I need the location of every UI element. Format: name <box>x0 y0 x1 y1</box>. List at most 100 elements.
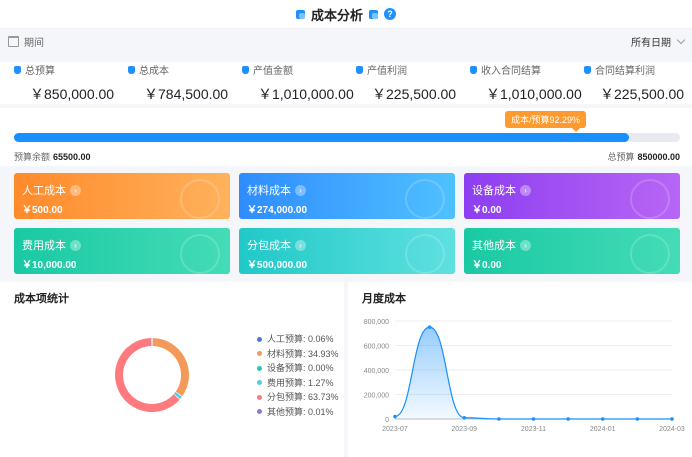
monthly-cost-area-chart: 0 200,000 400,000 600,000 800,000 2023-07 2023… <box>364 319 685 433</box>
budget-progress-fill <box>14 133 629 142</box>
x-tick-label: 2024-03 <box>659 426 685 433</box>
card-title: 其他成本 <box>472 240 516 252</box>
card-value: ￥274,000.00 <box>247 205 308 216</box>
chevron-right-icon: › <box>520 184 531 196</box>
card-title: 材料成本 <box>247 185 291 197</box>
legend-item[interactable]: 设备预算: 0.00% <box>257 361 339 376</box>
money-bag-icon <box>14 65 21 74</box>
data-point[interactable] <box>497 417 501 421</box>
equipment-cost-card[interactable]: 设备成本 › ￥0.00 <box>464 173 680 219</box>
legend-item[interactable]: 分包预算: 63.73% <box>257 390 339 405</box>
summary-label: 产值利润 <box>367 66 407 77</box>
title-decoration-icon <box>295 9 305 19</box>
budget-remaining: 预算余额 65500.00 <box>14 152 91 162</box>
data-point[interactable] <box>393 414 397 419</box>
legend-item[interactable]: 费用预算: 1.27% <box>257 376 339 391</box>
card-title: 设备成本 <box>472 185 516 197</box>
budget-total: 总预算 850000.00 <box>607 152 680 162</box>
legend-dot <box>257 351 262 357</box>
x-tick-label: 2024-01 <box>590 426 616 433</box>
card-watermark-icon <box>405 234 445 274</box>
money-bag-icon <box>356 65 363 74</box>
card-watermark-icon <box>630 179 670 219</box>
legend-label: 其他预算: 0.01% <box>267 406 334 417</box>
legend-dot <box>257 336 262 342</box>
calendar-icon <box>8 35 19 47</box>
y-tick-label: 600,000 <box>364 344 389 351</box>
data-point[interactable] <box>427 325 432 329</box>
area-fill <box>395 327 672 419</box>
chevron-right-icon: › <box>70 184 81 196</box>
summary-total-budget: 总预算 ￥850,000.00 <box>0 62 114 104</box>
legend-label: 分包预算: 63.73% <box>267 392 339 402</box>
date-range-select[interactable]: 所有日期 <box>631 34 686 49</box>
data-point[interactable] <box>670 417 674 421</box>
filter-bar: 期间 所有日期 <box>8 31 686 51</box>
card-title: 费用成本 <box>22 240 66 252</box>
header-bar: 成本分析 ? <box>0 0 692 29</box>
budget-progress-panel: 成本/预算92.29% 预算余额 65500.00 总预算 850000.00 <box>0 108 692 166</box>
legend-dot <box>257 394 262 400</box>
donut-slice-2[interactable] <box>152 338 189 397</box>
card-title: 人工成本 <box>22 185 66 197</box>
expense-cost-card[interactable]: 费用成本 › ￥10,000.00 <box>14 228 230 274</box>
legend-label: 费用预算: 1.27% <box>267 377 334 388</box>
data-point[interactable] <box>462 415 467 420</box>
data-point[interactable] <box>600 417 605 421</box>
card-value: ￥10,000.00 <box>22 260 77 271</box>
legend-dot <box>257 380 262 386</box>
chevron-down-icon <box>676 35 686 44</box>
monthly-cost-title: 月度成本 <box>362 293 406 305</box>
legend-label: 人工预算: 0.06% <box>267 334 334 344</box>
card-value: ￥500,000.00 <box>247 260 308 271</box>
data-point[interactable] <box>531 417 536 421</box>
chevron-right-icon: › <box>295 239 306 251</box>
labor-cost-card[interactable]: 人工成本 › ￥500.00 <box>14 173 230 219</box>
card-value: ￥0.00 <box>472 205 502 216</box>
question-circle-icon[interactable]: ? <box>384 8 396 20</box>
card-watermark-icon <box>180 179 220 219</box>
card-title: 分包成本 <box>247 240 291 252</box>
summary-label: 产值金额 <box>253 66 293 77</box>
chevron-right-icon: › <box>295 184 306 196</box>
legend-dot <box>257 409 262 415</box>
summary-income-settlement: 收入合同结算 ￥1,010,000.00 <box>456 62 582 104</box>
page-title: 成本分析 <box>310 7 363 23</box>
cost-stats-legend: 人工预算: 0.06% 材料预算: 34.93% 设备预算: 0.00% 费用预算: … <box>257 332 339 419</box>
legend-item[interactable]: 其他预算: 0.01% <box>257 405 339 420</box>
cost-budget-ratio-badge: 成本/预算92.29% <box>505 111 587 132</box>
data-point[interactable] <box>635 417 640 421</box>
card-watermark-icon <box>180 234 220 274</box>
material-cost-card[interactable]: 材料成本 › ￥274,000.00 <box>239 173 455 219</box>
chevron-right-icon: › <box>70 239 81 251</box>
donut-slice-5[interactable] <box>115 338 180 412</box>
data-point[interactable] <box>566 417 570 421</box>
summary-output-amount: 产值金额 ￥1,010,000.00 <box>228 62 354 104</box>
y-tick-label: 200,000 <box>364 393 389 400</box>
period-label: 期间 <box>24 37 44 49</box>
summary-value: ￥1,010,000.00 <box>486 86 582 102</box>
summary-panel: 总预算 ￥850,000.00 总成本 ￥784,500.00 产值金额 ￥1,… <box>0 62 692 104</box>
chevron-right-icon: › <box>520 239 531 251</box>
money-bag-icon <box>584 65 591 74</box>
subcontract-cost-card[interactable]: 分包成本 › ￥500,000.00 <box>239 228 455 274</box>
summary-value: ￥1,010,000.00 <box>258 86 354 102</box>
legend-item[interactable]: 人工预算: 0.06% <box>257 332 339 347</box>
period-filter[interactable]: 期间 <box>8 34 44 49</box>
y-tick-label: 400,000 <box>364 368 389 375</box>
legend-item[interactable]: 材料预算: 34.93% <box>257 347 339 362</box>
money-bag-icon <box>242 65 249 74</box>
summary-value: ￥225,500.00 <box>600 86 685 102</box>
legend-dot <box>257 365 262 371</box>
x-tick-label: 2023-11 <box>521 426 546 433</box>
legend-label: 设备预算: 0.00% <box>267 363 334 373</box>
date-range-value: 所有日期 <box>631 37 671 49</box>
summary-value: ￥784,500.00 <box>144 86 229 102</box>
summary-settlement-profit: 合同结算利润 ￥225,500.00 <box>570 62 685 104</box>
other-cost-card[interactable]: 其他成本 › ￥0.00 <box>464 228 680 274</box>
legend-label: 材料预算: 34.93% <box>267 348 339 359</box>
donut-slice-4[interactable] <box>174 392 182 400</box>
summary-output-profit: 产值利润 ￥225,500.00 <box>342 62 456 104</box>
card-watermark-icon <box>405 179 445 219</box>
y-tick-label: 800,000 <box>364 319 389 326</box>
